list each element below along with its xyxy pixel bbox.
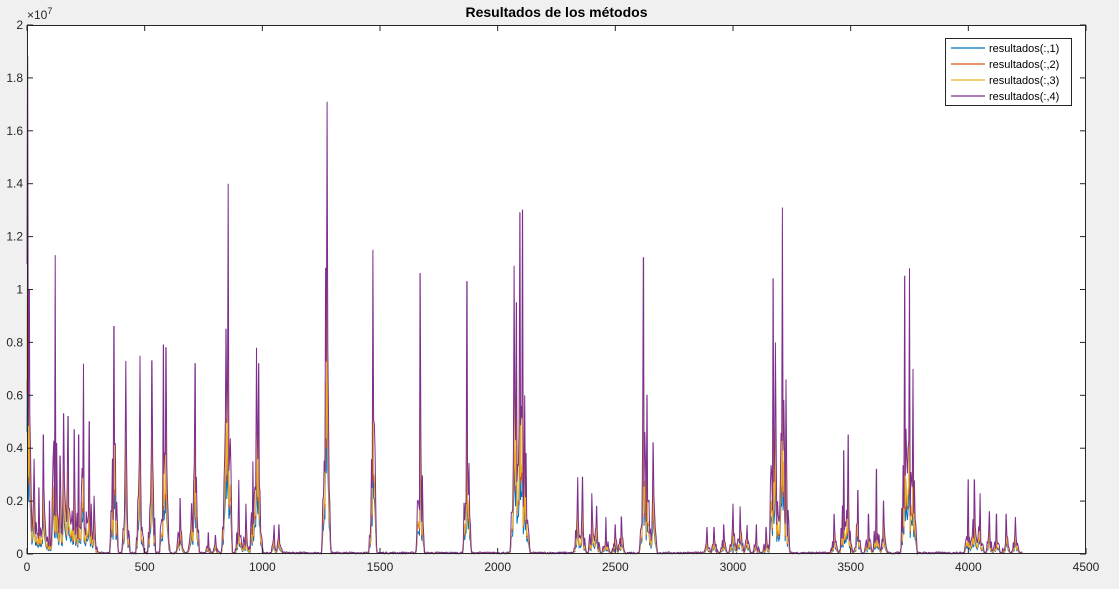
ticks-layer: 0 500 1000 1500 2000 2500 3000 3500 4000 4500 0 0.2… — [6, 18, 1099, 574]
y-tick-label: 1 — [16, 283, 23, 297]
plot-area — [27, 25, 1086, 554]
x-tick-label: 2000 — [484, 560, 511, 574]
x-tick-label: 2500 — [602, 560, 629, 574]
chart-title: Resultados de los métodos — [465, 4, 647, 20]
y-exponent-label: ×107 — [27, 6, 52, 22]
legend-entry: resultados(:,1) — [989, 43, 1059, 55]
series-layer — [26, 56, 1023, 556]
legend-box — [945, 38, 1072, 106]
x-tick-label: 500 — [135, 560, 155, 574]
y-tick-label: 0.8 — [6, 335, 23, 349]
x-tick-label: 3000 — [720, 560, 747, 574]
series-line-4 — [26, 56, 1023, 556]
x-tick-label: 4000 — [955, 560, 982, 574]
y-tick-label: 1.8 — [6, 71, 23, 85]
legend-entry: resultados(:,2) — [989, 59, 1059, 71]
legend[interactable]: resultados(:,1) resultados(:,2) resultados… — [945, 38, 1072, 106]
legend-entry: resultados(:,3) — [989, 75, 1059, 87]
y-tick-label: 1.6 — [6, 124, 23, 138]
x-tick-label: 4500 — [1073, 560, 1100, 574]
x-tick-label: 3500 — [837, 560, 864, 574]
y-tick-label: 0 — [16, 547, 23, 561]
x-tick-label: 1500 — [367, 560, 394, 574]
x-tick-label: 0 — [24, 560, 31, 574]
x-tick-label: 1000 — [249, 560, 276, 574]
y-tick-label: 0.4 — [6, 441, 23, 455]
y-tick-label: 1.4 — [6, 177, 23, 191]
y-tick-label: 1.2 — [6, 230, 23, 244]
y-tick-label: 0.6 — [6, 388, 23, 402]
y-tick-label: 0.2 — [6, 494, 23, 508]
y-tick-label: 2 — [16, 18, 23, 32]
legend-entry: resultados(:,4) — [989, 91, 1059, 103]
